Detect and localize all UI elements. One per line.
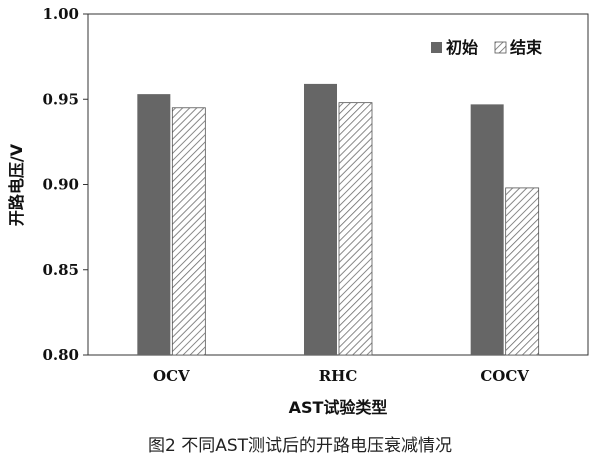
legend-swatch-end (494, 41, 507, 54)
y-axis-ticks: 0.80 0.85 0.90 0.95 1.00 (42, 5, 88, 364)
x-tick-label: OCV (153, 367, 190, 385)
y-tick-label: 0.80 (42, 346, 79, 364)
bar-chart: 0.80 0.85 0.90 0.95 1.00 OCV RHC COCV 初始 结束 AS… (7, 5, 589, 417)
y-tick-label: 0.95 (42, 90, 79, 108)
plot-area (87, 13, 589, 356)
legend-label-initial: 初始 (446, 38, 478, 57)
x-tick-label: COCV (480, 367, 529, 385)
legend: 初始 结束 (431, 38, 543, 57)
bar-rhc-end (338, 102, 373, 356)
bar-rhc-initial (304, 83, 337, 355)
bar-ocv-initial (137, 94, 171, 355)
bars (137, 83, 540, 356)
y-tick-label: 0.85 (42, 261, 79, 279)
x-tick-label: RHC (319, 367, 358, 385)
legend-label-end: 结束 (509, 38, 543, 57)
bar-ocv-end (171, 107, 206, 356)
bar-cocv-initial (470, 104, 504, 356)
legend-swatch-initial (431, 42, 442, 53)
y-axis-title: 开路电压/V (7, 143, 26, 226)
y-tick-label: 1.00 (42, 5, 79, 23)
bar-cocv-end (505, 187, 540, 356)
y-tick-label: 0.90 (42, 176, 79, 194)
figure-caption: 图2 不同AST测试后的开路电压衰减情况 (147, 436, 453, 456)
x-axis-title: AST试验类型 (289, 398, 388, 417)
x-axis-ticks: OCV RHC COCV (153, 367, 529, 385)
